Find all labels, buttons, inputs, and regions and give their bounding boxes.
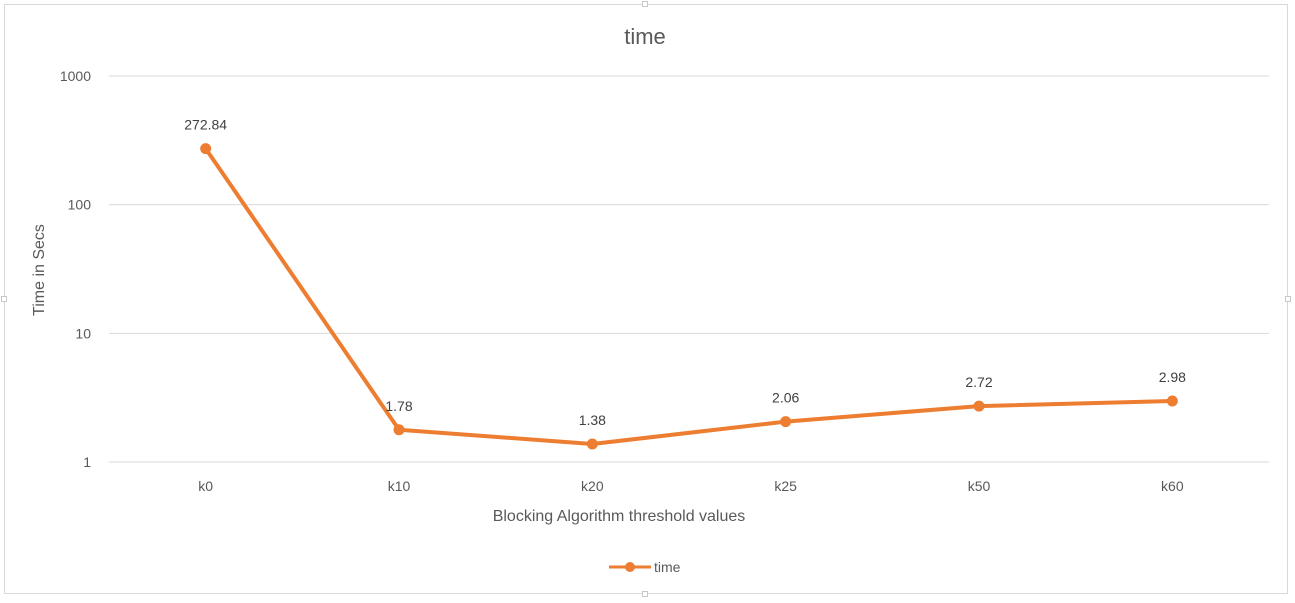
data-point[interactable]	[780, 416, 792, 428]
resize-handle-bottom[interactable]	[642, 591, 648, 597]
x-tick-label: k10	[388, 478, 411, 494]
resize-handle-top[interactable]	[642, 1, 648, 7]
chart-title: time	[624, 24, 666, 49]
series-time	[200, 143, 1178, 450]
legend-marker-icon	[625, 562, 635, 572]
resize-handle-left[interactable]	[1, 296, 7, 302]
x-tick-label: k0	[198, 478, 213, 494]
y-tick-label: 1	[83, 454, 91, 470]
y-tick-label: 100	[68, 197, 92, 213]
data-label: 2.98	[1159, 369, 1186, 385]
legend[interactable]: time	[609, 559, 681, 575]
x-tick-label: k50	[968, 478, 991, 494]
legend-label: time	[654, 559, 681, 575]
chart-area	[4, 4, 1288, 594]
gridlines	[109, 75, 1269, 463]
data-label: 2.72	[965, 374, 992, 390]
x-tick-label: k60	[1161, 478, 1184, 494]
data-point[interactable]	[393, 424, 405, 436]
data-label: 2.06	[772, 390, 799, 406]
y-tick-label: 1000	[60, 68, 91, 84]
y-tick-label: 10	[75, 325, 91, 341]
x-tick-label: k20	[581, 478, 604, 494]
x-tick-label: k25	[774, 478, 797, 494]
data-point[interactable]	[200, 143, 212, 155]
data-point[interactable]	[973, 400, 985, 412]
x-axis-ticks: k0 k10 k20 k25 k50 k60	[198, 478, 1184, 494]
data-label: 1.78	[385, 398, 412, 414]
x-axis-title: Blocking Algorithm threshold values	[493, 508, 746, 525]
resize-handle-right[interactable]	[1285, 296, 1291, 302]
y-axis-ticks: 1 10 100 1000	[60, 68, 91, 470]
data-label: 1.38	[579, 412, 606, 428]
y-axis-title: Time in Secs	[31, 224, 48, 316]
series-line	[203, 146, 1175, 447]
data-point[interactable]	[586, 438, 598, 450]
data-point[interactable]	[1166, 395, 1178, 407]
data-label: 272.84	[184, 117, 227, 133]
data-labels: 272.84 1.78 1.38 2.06 2.72 2.98	[184, 117, 1186, 428]
